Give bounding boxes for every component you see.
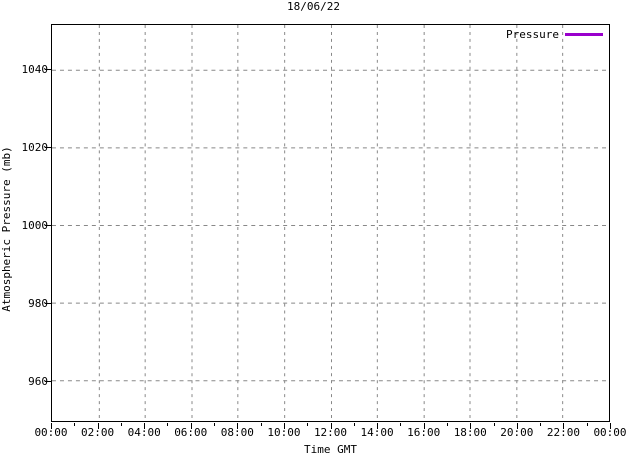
x-tick-mark-minor-9 — [494, 423, 495, 426]
x-tick-label-6: 12:00 — [313, 426, 348, 439]
x-tick-mark-minor-10 — [540, 423, 541, 426]
x-tick-mark-minor-11 — [587, 423, 588, 426]
chart-title: 18/06/22 — [287, 0, 340, 13]
y-axis-title: Atmospheric Pressure (mb) — [0, 146, 13, 312]
x-tick-mark-minor-3 — [214, 423, 215, 426]
y-tick-label-960: 960 — [28, 375, 48, 389]
x-tick-label-0: 00:00 — [34, 426, 68, 439]
x-tick-mark-major-6 — [331, 423, 332, 429]
x-tick-label-1: 02:00 — [81, 426, 115, 439]
x-tick-label-3: 06:00 — [174, 426, 208, 439]
x-tick-mark-major-11 — [563, 423, 564, 429]
x-tick-label-5: 10:00 — [267, 426, 301, 439]
y-tick-label-1000: 1000 — [21, 218, 49, 232]
y-tick-label-980: 980 — [28, 296, 48, 310]
x-tick-label-10: 20:00 — [500, 426, 534, 439]
legend-label-pressure: Pressure — [506, 27, 559, 41]
x-tick-mark-major-1 — [98, 423, 99, 429]
x-tick-mark-major-3 — [191, 423, 192, 429]
x-tick-label-8: 16:00 — [407, 426, 441, 439]
x-tick-mark-major-4 — [237, 423, 238, 429]
legend: Pressure — [506, 26, 603, 42]
y-tick-label-1040: 1040 — [21, 62, 49, 76]
x-tick-mark-major-10 — [517, 423, 518, 429]
x-tick-mark-major-0 — [51, 423, 52, 429]
x-tick-mark-minor-5 — [307, 423, 308, 426]
x-tick-label-4: 08:00 — [220, 426, 254, 439]
x-tick-mark-major-2 — [144, 423, 145, 429]
x-tick-mark-major-8 — [424, 423, 425, 429]
y-tick-label-1020: 1020 — [21, 140, 49, 154]
x-tick-label-11: 22:00 — [546, 426, 580, 439]
x-tick-label-12: 00:00 — [593, 426, 627, 439]
y-tick-mark-980 — [45, 303, 51, 304]
x-tick-mark-minor-2 — [167, 423, 168, 426]
y-tick-mark-1020 — [45, 147, 51, 148]
x-tick-mark-minor-7 — [400, 423, 401, 426]
x-tick-label-2: 04:00 — [127, 426, 161, 439]
x-axis-title: Time GMT — [304, 443, 357, 456]
x-tick-mark-major-5 — [284, 423, 285, 429]
y-tick-mark-960 — [45, 381, 51, 382]
legend-swatch-pressure — [564, 32, 603, 36]
y-tick-mark-1000 — [45, 225, 51, 226]
grid-lines — [52, 25, 609, 421]
x-tick-mark-minor-1 — [121, 423, 122, 426]
x-tick-mark-minor-0 — [74, 423, 75, 426]
x-tick-mark-minor-8 — [447, 423, 448, 426]
y-tick-mark-1040 — [45, 69, 51, 70]
x-tick-label-9: 18:00 — [453, 426, 487, 439]
x-tick-mark-major-12 — [610, 423, 611, 429]
x-tick-label-7: 14:00 — [360, 426, 394, 439]
x-tick-mark-minor-6 — [354, 423, 355, 426]
x-tick-mark-minor-4 — [261, 423, 262, 426]
plot-area — [51, 24, 610, 422]
x-tick-mark-major-7 — [377, 423, 378, 429]
x-tick-mark-major-9 — [470, 423, 471, 429]
